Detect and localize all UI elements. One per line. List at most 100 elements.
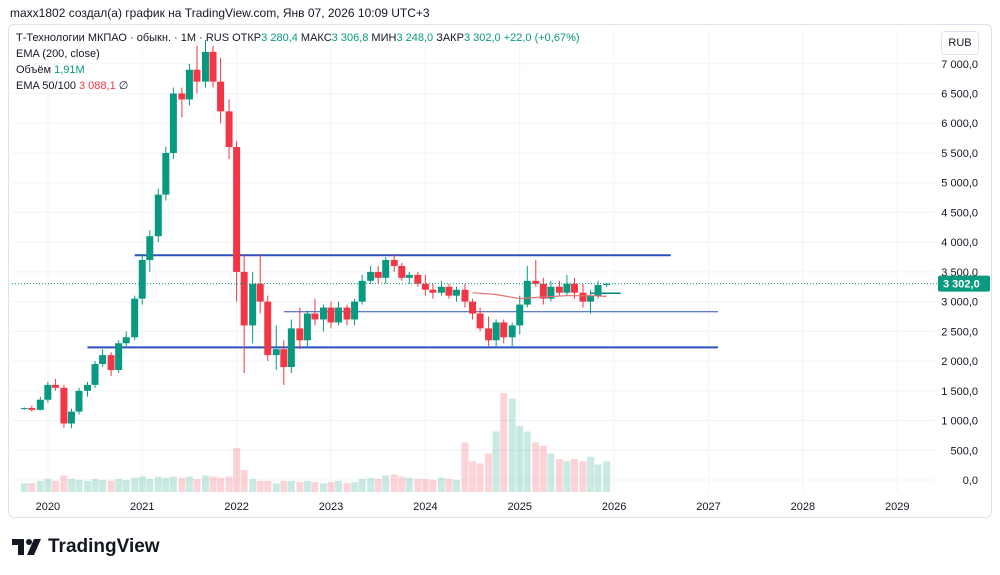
x-tick-label: 2027 (696, 501, 720, 513)
candle (343, 307, 351, 320)
ema50-value: 3 088,1 (79, 80, 116, 92)
candle (508, 325, 516, 338)
volume-label: Объём (16, 64, 52, 76)
volume-bar (264, 481, 272, 492)
y-tick-label: 2 000,0 (941, 356, 978, 368)
candle (225, 111, 233, 148)
candle (469, 301, 477, 314)
currency-button[interactable]: RUB (941, 31, 979, 55)
volume-bar (240, 470, 248, 492)
price-label-text: 3 302,0 (943, 279, 980, 291)
volume-bar (603, 461, 611, 492)
candle (485, 328, 493, 341)
volume-bar (115, 478, 123, 492)
volume-bar (579, 461, 587, 492)
volume-bar (178, 477, 186, 492)
candle (240, 271, 248, 326)
volume-bar (539, 445, 547, 492)
low-value: 3 248,0 (396, 32, 434, 44)
candle (60, 387, 68, 424)
volume-bar (461, 442, 469, 492)
candle (138, 260, 146, 299)
candle (563, 283, 571, 293)
volume-bar (146, 478, 154, 492)
volume-bar (343, 483, 351, 492)
close-label: ЗАКР (436, 32, 464, 44)
y-tick-label: 1 000,0 (941, 416, 978, 428)
volume-bar (367, 477, 375, 492)
x-tick-label: 2022 (224, 501, 248, 513)
volume-value: 1,91M (54, 64, 85, 76)
candle (437, 286, 445, 293)
candle (122, 337, 130, 344)
open-label: ОТКР (232, 32, 262, 44)
x-tick-label: 2029 (885, 501, 909, 513)
volume-bar (287, 481, 295, 492)
volume-bar (209, 476, 217, 492)
x-tick-label: 2025 (508, 501, 532, 513)
y-tick-label: 6 500,0 (941, 89, 978, 101)
candle (217, 81, 225, 112)
candle (382, 260, 390, 278)
candle (523, 280, 531, 305)
candle (162, 152, 170, 195)
candle (233, 147, 241, 272)
candle (75, 390, 83, 412)
candle (492, 322, 500, 341)
volume-bar (131, 477, 139, 492)
candle (178, 93, 186, 100)
candle (20, 408, 28, 410)
candle (131, 298, 139, 338)
candle (303, 313, 311, 341)
volume-bar (453, 479, 461, 492)
volume-bar (516, 426, 524, 492)
candle (99, 355, 107, 365)
candle (272, 349, 280, 356)
volume-bar (398, 476, 406, 492)
volume-bar (296, 482, 304, 492)
volume-bar (374, 478, 382, 492)
candle (28, 408, 36, 410)
volume-bar (75, 479, 83, 492)
candle (249, 283, 257, 326)
close-value: 3 302,0 (463, 32, 501, 44)
y-tick-label: 3 000,0 (941, 297, 978, 309)
candle (311, 313, 319, 320)
volume-bar (405, 477, 413, 492)
candle (209, 51, 217, 82)
attribution: maxx1802 создал(а) график на TradingView… (10, 6, 430, 20)
candle (351, 301, 359, 320)
volume-bar (107, 481, 115, 492)
volume-bar (335, 481, 343, 492)
y-tick-label: 5 500,0 (941, 148, 978, 160)
candle (319, 307, 327, 320)
candle (453, 289, 461, 296)
x-tick-label: 2028 (791, 501, 815, 513)
candle (146, 236, 154, 260)
volume-bar (437, 477, 445, 492)
candle (547, 286, 555, 299)
volume-bar (587, 456, 595, 492)
ema50-row[interactable]: EMA 50/100 3 088,1 ∅ (16, 78, 580, 94)
candle (405, 274, 413, 278)
volume-row[interactable]: Объём 1,91M (16, 62, 580, 78)
high-value: 3 306,8 (331, 32, 369, 44)
ema200-row[interactable]: EMA (200, close) (16, 46, 580, 62)
candle (107, 355, 115, 370)
chart-frame (8, 24, 992, 518)
candle (603, 283, 611, 285)
candle (390, 260, 398, 266)
candle (358, 280, 366, 302)
ema200-label: EMA (200, close) (16, 48, 100, 60)
candle (429, 289, 437, 293)
volume-bar (201, 475, 209, 492)
volume-bar (485, 453, 493, 492)
candle (287, 328, 295, 368)
volume-bar (547, 453, 555, 492)
volume-bar (185, 476, 193, 492)
symbol-row[interactable]: Т-Технологии МКПАО · обыкн. · 1M · RUS О… (16, 30, 580, 46)
volume-bar (500, 393, 508, 492)
footer-logo[interactable]: TradingView (12, 536, 160, 558)
candle (476, 313, 484, 329)
